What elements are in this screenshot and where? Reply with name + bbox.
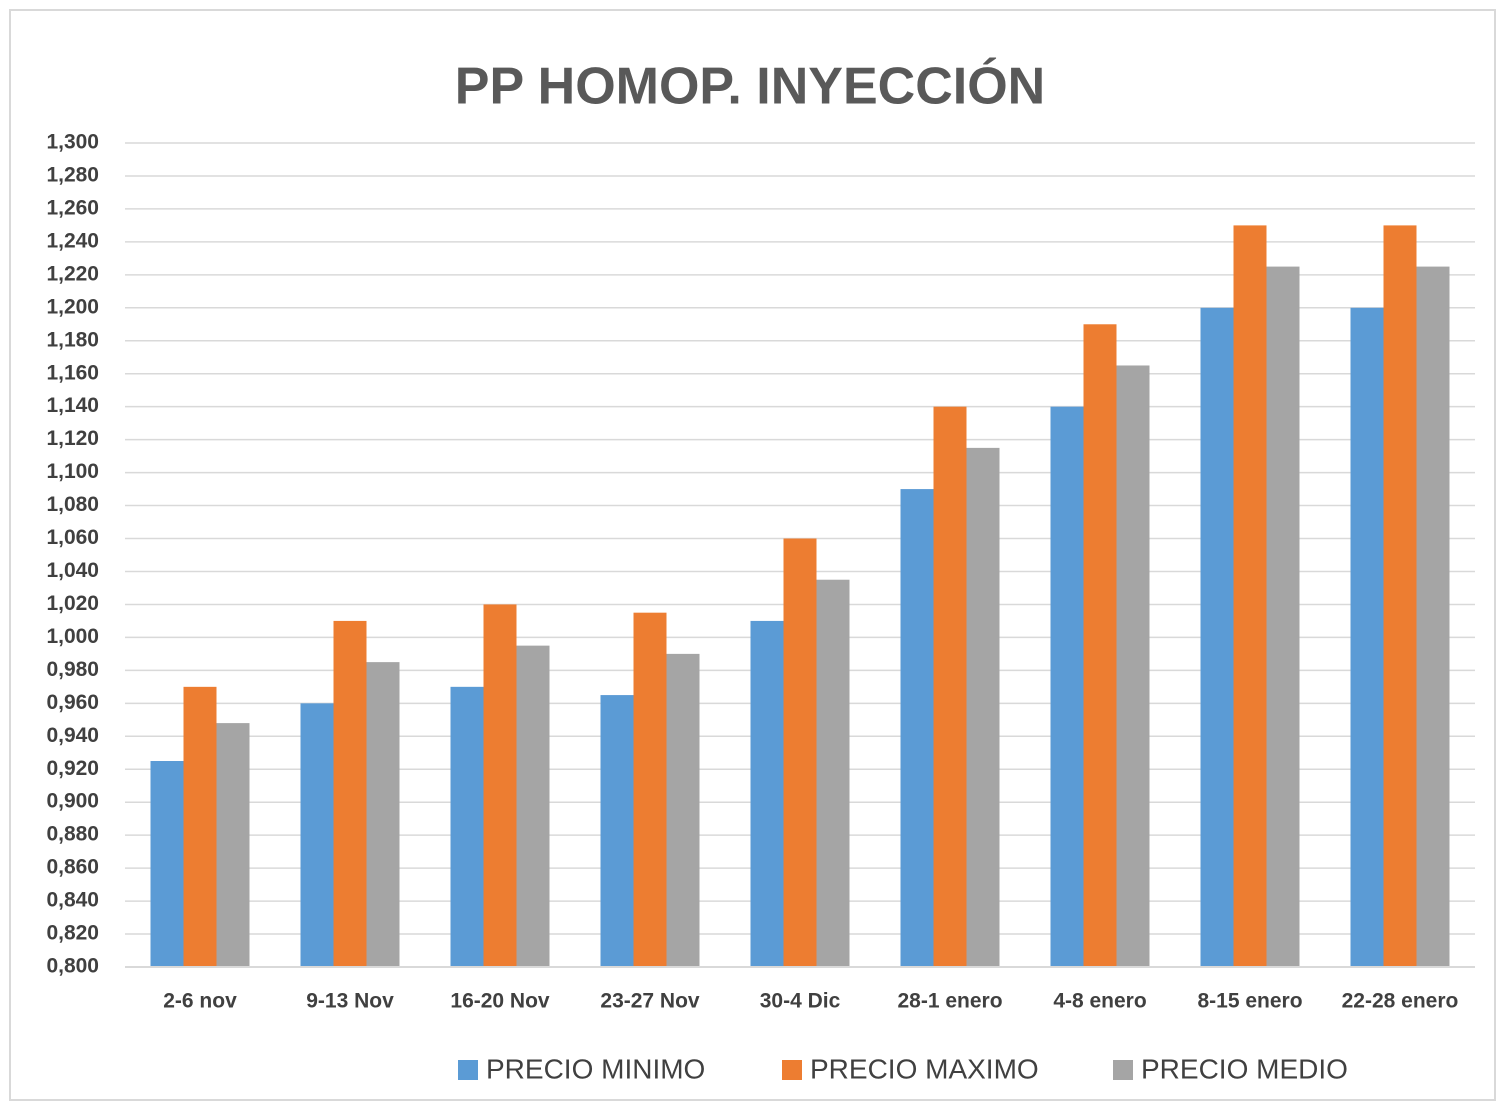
y-tick-label: 1,260 [46,196,99,219]
bar [633,612,667,967]
bar [1083,324,1117,967]
y-tick-label: 1,040 [46,559,99,582]
y-tick-label: 1,100 [46,460,99,483]
x-tick-label: 28-1 enero [897,990,1002,1013]
bar [183,686,217,967]
x-tick-label: 22-28 enero [1342,990,1459,1013]
y-tick-label: 0,880 [46,823,99,846]
bar [150,761,184,967]
y-tick-label: 0,820 [46,922,99,945]
y-tick-label: 0,800 [46,955,99,978]
legend-swatch [1113,1060,1133,1080]
bar [1050,406,1084,967]
x-tick-label: 8-15 enero [1197,990,1302,1013]
y-tick-label: 1,180 [46,328,99,351]
x-tick-label: 30-4 Dic [760,990,841,1013]
y-tick-label: 0,900 [46,790,99,813]
bar [966,447,1000,967]
y-tick-label: 1,140 [46,394,99,417]
y-tick-label: 1,200 [46,295,99,318]
bar [333,620,367,967]
bar [216,723,250,967]
bar [1416,266,1450,968]
x-tick-label: 16-20 Nov [450,990,550,1013]
bar [1350,307,1384,967]
chart-title: PP HOMOP. INYECCIÓN [455,58,1045,116]
bar [1233,225,1267,967]
y-tick-label: 1,300 [46,131,99,154]
y-tick-label: 0,960 [46,691,99,714]
legend-swatch [458,1060,478,1080]
y-tick-label: 1,160 [46,361,99,384]
legend-swatch [782,1060,802,1080]
legend-label: PRECIO MINIMO [486,1053,705,1084]
y-tick-label: 1,060 [46,526,99,549]
bar [900,489,934,967]
y-tick-label: 1,020 [46,592,99,615]
bar [300,703,334,967]
legend-label: PRECIO MAXIMO [810,1053,1039,1084]
bar [1383,225,1417,967]
bar [450,686,484,967]
y-tick-label: 0,840 [46,889,99,912]
bar [816,579,850,967]
bar [1116,365,1150,968]
bar [516,645,550,967]
x-tick-label: 2-6 nov [163,990,237,1013]
y-tick-label: 1,220 [46,262,99,285]
x-tick-label: 23-27 Nov [600,990,700,1013]
bar [1200,307,1234,967]
y-tick-label: 1,120 [46,427,99,450]
y-tick-label: 0,860 [46,856,99,879]
bar [783,538,817,967]
y-tick-label: 1,240 [46,229,99,252]
bar [750,620,784,967]
x-tick-label: 9-13 Nov [306,990,394,1013]
bar [366,662,400,967]
y-tick-label: 0,940 [46,724,99,747]
y-tick-label: 1,280 [46,164,99,187]
y-tick-label: 0,920 [46,757,99,780]
bar [600,695,634,967]
bar [933,406,967,967]
y-tick-label: 1,080 [46,493,99,516]
bar [1266,266,1300,968]
y-tick-label: 0,980 [46,658,99,681]
x-tick-label: 4-8 enero [1053,990,1146,1013]
bar [483,604,517,967]
bar [666,653,700,967]
y-tick-label: 1,000 [46,625,99,648]
legend-label: PRECIO MEDIO [1141,1053,1348,1084]
